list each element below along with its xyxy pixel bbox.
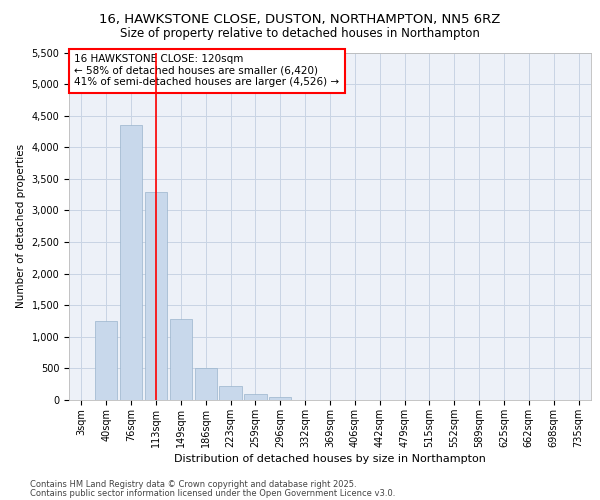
Bar xyxy=(120,125,142,400)
Text: 16, HAWKSTONE CLOSE, DUSTON, NORTHAMPTON, NN5 6RZ: 16, HAWKSTONE CLOSE, DUSTON, NORTHAMPTON… xyxy=(100,12,500,26)
Text: 16 HAWKSTONE CLOSE: 120sqm
← 58% of detached houses are smaller (6,420)
41% of s: 16 HAWKSTONE CLOSE: 120sqm ← 58% of deta… xyxy=(74,54,340,88)
Text: Contains HM Land Registry data © Crown copyright and database right 2025.: Contains HM Land Registry data © Crown c… xyxy=(30,480,356,489)
Bar xyxy=(145,192,167,400)
Bar xyxy=(95,321,118,400)
Bar xyxy=(170,319,192,400)
Y-axis label: Number of detached properties: Number of detached properties xyxy=(16,144,26,308)
Bar xyxy=(194,368,217,400)
Text: Contains public sector information licensed under the Open Government Licence v3: Contains public sector information licen… xyxy=(30,488,395,498)
Bar xyxy=(269,397,292,400)
Bar xyxy=(220,386,242,400)
Text: Size of property relative to detached houses in Northampton: Size of property relative to detached ho… xyxy=(120,28,480,40)
X-axis label: Distribution of detached houses by size in Northampton: Distribution of detached houses by size … xyxy=(174,454,486,464)
Bar xyxy=(244,394,266,400)
